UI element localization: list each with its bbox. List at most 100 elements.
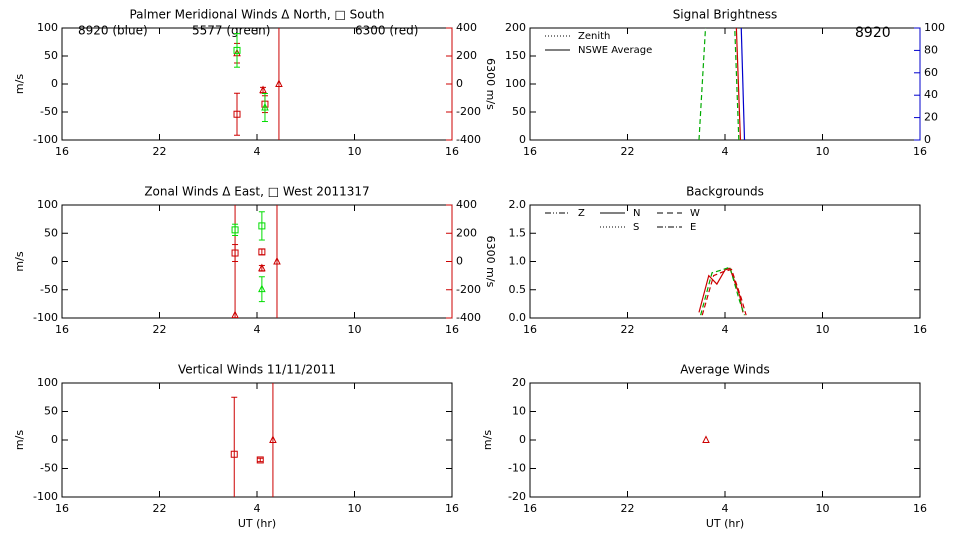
series-line [700, 266, 746, 316]
y-tick-label: -100 [33, 311, 58, 324]
square-marker [231, 226, 239, 234]
square-marker [256, 456, 264, 464]
y-tick-label: 2.0 [509, 198, 527, 211]
plot-area [702, 435, 710, 443]
y-tick-label: -20 [508, 490, 526, 503]
x-tick-label: 4 [254, 323, 261, 336]
x-tick-label: 4 [722, 323, 729, 336]
x-tick-label: 22 [153, 323, 167, 336]
square-marker [233, 110, 241, 118]
panel-title: Vertical Winds 11/11/2011 [178, 363, 336, 377]
y-tick-label: 100 [505, 77, 526, 90]
panel: Zonal Winds Δ East, □ West 2011317 16 22 4 1… [13, 185, 497, 337]
legend-label: Zenith [578, 31, 610, 42]
y-tick-label: 10 [512, 405, 526, 418]
x-tick-label: 22 [621, 502, 635, 515]
y-tick-label: 200 [505, 21, 526, 34]
y2-tick-label: -200 [456, 105, 481, 118]
y-tick-label: 50 [512, 105, 526, 118]
annotation: 6300 (red) [355, 24, 418, 38]
x-tick-label: 10 [816, 502, 830, 515]
y-tick-label: 0 [51, 433, 58, 446]
y-tick-label: -100 [33, 490, 58, 503]
legend-label: W [690, 208, 700, 219]
panel-title: Zonal Winds Δ East, □ West 2011317 [144, 185, 369, 199]
triangle-marker [702, 435, 710, 443]
y2-tick-label: 100 [924, 21, 945, 34]
panel-title: Palmer Meridional Winds Δ North, □ South [129, 8, 384, 22]
x-tick-label: 16 [913, 323, 927, 336]
x-tick-label: 22 [153, 502, 167, 515]
y2-tick-label: 0 [924, 133, 931, 146]
legend-label: S [633, 222, 639, 233]
y-axis-label: m/s [13, 74, 26, 94]
x-tick-label: 16 [55, 323, 69, 336]
x-tick-label: 4 [254, 502, 261, 515]
y2-tick-label: 400 [456, 198, 477, 211]
y2-axis-label: 6300 m/s [484, 236, 497, 288]
series-line [698, 267, 744, 313]
y2-axis-label: 6300 m/s [484, 58, 497, 110]
y-tick-label: -50 [40, 462, 58, 475]
y-tick-label: -50 [40, 105, 58, 118]
y2-tick-label: -200 [456, 283, 481, 296]
x-tick-label: 22 [153, 145, 167, 158]
y-tick-label: 1.0 [509, 255, 527, 268]
y-tick-label: 100 [37, 21, 58, 34]
panel-title: Backgrounds [686, 185, 764, 199]
plot-area [230, 383, 277, 497]
x-axis-label: UT (hr) [706, 517, 744, 530]
x-tick-label: 4 [722, 502, 729, 515]
legend-label: E [690, 222, 696, 233]
y2-tick-label: 40 [924, 88, 938, 101]
x-tick-label: 22 [621, 323, 635, 336]
x-tick-label: 16 [913, 502, 927, 515]
y2-tick-label: -400 [456, 133, 481, 146]
triangle-marker [261, 102, 269, 111]
y-tick-label: 0 [51, 77, 58, 90]
x-tick-label: 16 [523, 502, 537, 515]
series-line [701, 268, 747, 316]
plot-frame [61, 204, 453, 319]
x-tick-label: 16 [523, 323, 537, 336]
y2-tick-label: 200 [456, 226, 477, 239]
x-tick-label: 10 [348, 323, 362, 336]
plot-frame [529, 204, 921, 319]
y2-tick-label: 20 [924, 111, 938, 124]
legend-label: N [633, 208, 640, 219]
x-tick-label: 16 [445, 323, 459, 336]
series-line [740, 28, 746, 140]
y-tick-label: -10 [508, 462, 526, 475]
square-marker [230, 450, 238, 458]
legend-label: NSWE Average [578, 45, 652, 56]
x-tick-label: 10 [816, 145, 830, 158]
y-tick-label: 50 [44, 226, 58, 239]
y-tick-label: 0.0 [509, 311, 527, 324]
square-marker [258, 222, 266, 230]
y-tick-label: 20 [512, 376, 526, 389]
panel-title: Average Winds [680, 363, 770, 377]
triangle-marker [231, 310, 239, 318]
triangle-marker [258, 263, 266, 272]
x-tick-label: 16 [55, 145, 69, 158]
annotation: 5577 (green) [192, 24, 270, 38]
y-tick-label: 0.5 [509, 283, 527, 296]
x-tick-label: 10 [816, 323, 830, 336]
square-marker [231, 249, 239, 257]
y2-tick-label: 400 [456, 21, 477, 34]
x-tick-label: 10 [348, 502, 362, 515]
triangle-marker [273, 256, 281, 265]
y-tick-label: 50 [44, 49, 58, 62]
panel-title: Signal Brightness [673, 8, 778, 22]
y-tick-label: -50 [40, 283, 58, 296]
y-tick-label: -100 [33, 133, 58, 146]
plot-area [231, 205, 281, 318]
y-tick-label: 50 [44, 405, 58, 418]
plot-area [698, 28, 746, 140]
series-line [735, 28, 742, 140]
y-tick-label: 0 [519, 433, 526, 446]
plot-frame [529, 382, 921, 498]
plot-frame [61, 382, 453, 498]
